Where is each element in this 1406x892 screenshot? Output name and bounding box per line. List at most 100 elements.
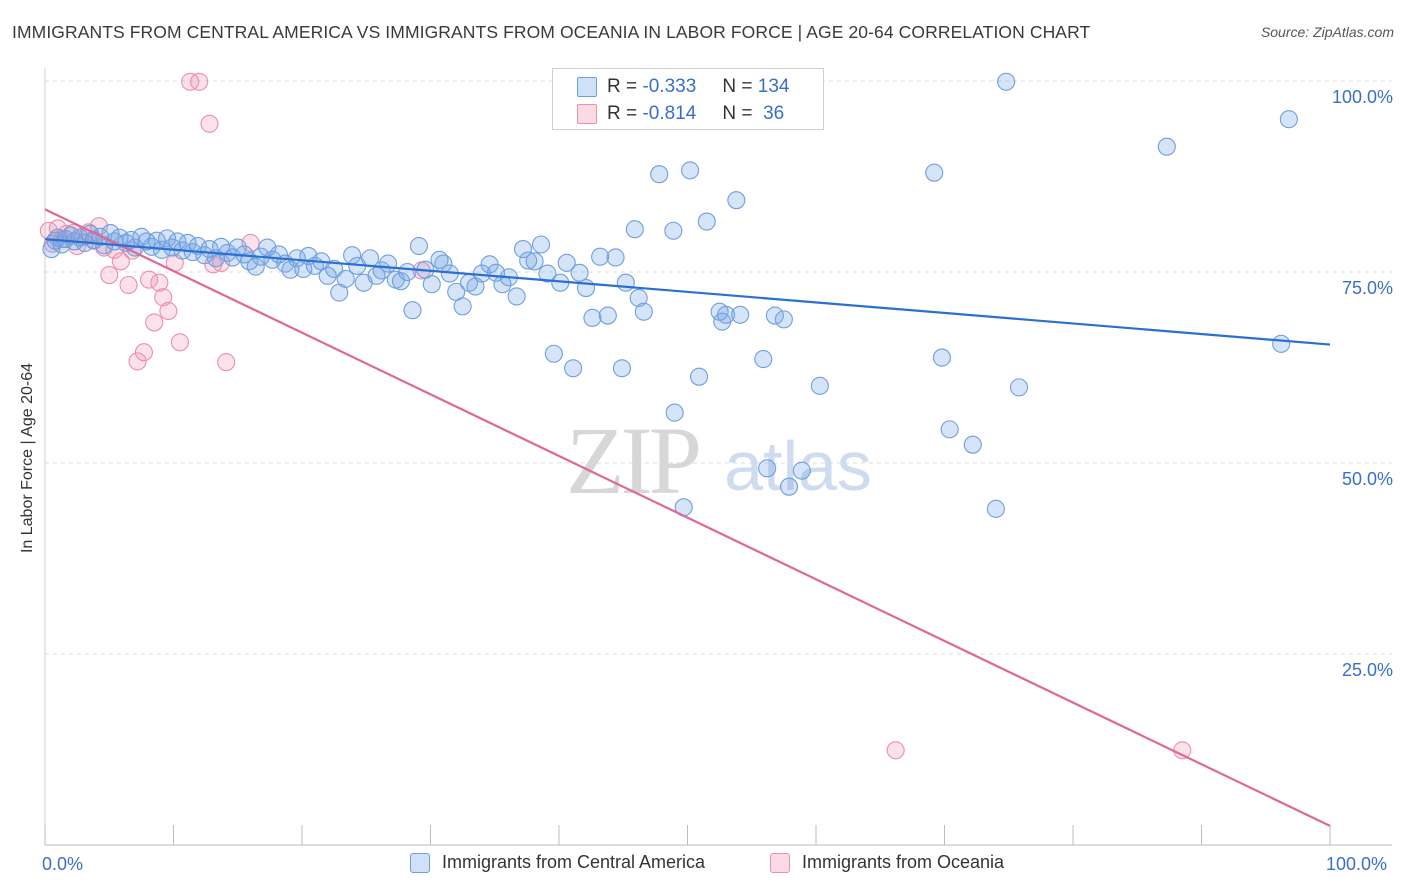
- central-america-point: [246, 257, 265, 276]
- central-america-point: [932, 348, 951, 367]
- central-america-point: [519, 251, 538, 270]
- central-america-point: [629, 288, 648, 308]
- trend-lines: [44, 208, 1331, 827]
- central-america-point: [779, 477, 799, 496]
- central-america-point: [697, 212, 716, 231]
- central-america-point: [754, 350, 773, 369]
- r-value: -0.814: [642, 103, 697, 124]
- central-america-point: [1157, 137, 1176, 156]
- central-america-point: [1009, 378, 1029, 397]
- central-america-point: [612, 359, 632, 378]
- oceania-point: [111, 252, 130, 271]
- central-america-point: [591, 247, 610, 266]
- central-america-point: [1279, 110, 1298, 129]
- central-america-point: [281, 260, 300, 279]
- central-america-point: [634, 302, 653, 321]
- oceania-point: [886, 741, 905, 760]
- y-tick-label: 25.0%: [1342, 660, 1393, 680]
- y-tick-label: 75.0%: [1342, 278, 1393, 298]
- x-tick-label-max: 100.0%: [1326, 854, 1388, 874]
- oceania-point: [145, 313, 164, 332]
- legend-label: Immigrants from Oceania: [802, 852, 1005, 872]
- n-value: 134: [757, 76, 790, 97]
- series-legend: Immigrants from Central America Immigran…: [0, 852, 1406, 876]
- stats-legend-row-oceania: R = -0.814 N = 36: [577, 102, 784, 126]
- watermark-zip: ZIP: [566, 407, 699, 514]
- chart-title: IMMIGRANTS FROM CENTRAL AMERICA VS IMMIG…: [12, 22, 1091, 42]
- legend-item-central-america[interactable]: Immigrants from Central America: [410, 852, 705, 873]
- central-america-point: [986, 499, 1005, 518]
- n-label: N =: [722, 76, 753, 97]
- axes: [44, 68, 1392, 846]
- y-tick-label: 50.0%: [1342, 469, 1393, 489]
- oceania-point: [134, 343, 153, 362]
- central-america-point: [727, 191, 746, 210]
- central-america-point: [564, 359, 583, 378]
- oceania-point: [170, 333, 189, 352]
- central-america-point: [925, 163, 944, 182]
- watermark: ZIP atlas: [566, 407, 872, 514]
- central-america-point: [398, 262, 417, 282]
- central-america-point: [731, 305, 750, 324]
- central-america-point: [616, 273, 635, 292]
- central-america-point: [531, 235, 551, 254]
- oceania-points: [39, 72, 1192, 760]
- n-value: 36: [763, 103, 785, 124]
- central-america-point: [513, 240, 533, 259]
- central-america-point: [583, 308, 602, 327]
- central-america-point: [403, 301, 422, 320]
- central-america-point: [507, 287, 526, 306]
- y-axis-label: In Labor Force | Age 20-64: [19, 362, 36, 554]
- central-america-point: [570, 263, 589, 282]
- central-america-point: [997, 72, 1016, 91]
- central-america-point: [137, 232, 156, 251]
- blue-swatch: [410, 852, 430, 873]
- oceania-point: [200, 114, 219, 133]
- gridlines: [45, 80, 1392, 655]
- central-america-point: [792, 461, 811, 480]
- central-america-point: [453, 297, 472, 316]
- central-america-point: [422, 275, 441, 294]
- oceania-point: [150, 273, 169, 292]
- oceania-point: [154, 288, 173, 307]
- oceania-point: [159, 301, 178, 321]
- central-america-point: [379, 254, 398, 273]
- oceania-point: [119, 275, 138, 295]
- stats-legend: R = -0.333 N = 134 R = -0.814 N = 36: [552, 68, 824, 130]
- oceania-point: [128, 352, 147, 371]
- central-america-point: [774, 310, 793, 329]
- y-tick-labels: 25.0% 50.0% 75.0% 100.0%: [1332, 87, 1393, 680]
- r-value: -0.333: [642, 76, 697, 97]
- oceania-trend-line: [44, 208, 1331, 827]
- oceania-point: [140, 270, 159, 289]
- central-america-point: [650, 165, 669, 184]
- central-america-point: [625, 220, 644, 239]
- central-america-point: [158, 229, 177, 248]
- legend-item-oceania[interactable]: Immigrants from Oceania: [770, 852, 1004, 873]
- central-america-point: [598, 306, 617, 325]
- central-america-point: [664, 221, 683, 240]
- central-america-point: [391, 272, 410, 291]
- central-america-point: [716, 305, 736, 324]
- legend-label: Immigrants from Central America: [442, 852, 706, 872]
- source-label: Source: ZipAtlas.com: [1260, 24, 1394, 40]
- n-label: N =: [722, 103, 753, 124]
- y-tick-label: 100.0%: [1332, 87, 1393, 107]
- central-america-point: [765, 306, 784, 325]
- central-america-point: [318, 266, 337, 285]
- r-label: R =: [607, 76, 638, 97]
- central-america-point: [690, 367, 709, 386]
- r-label: R =: [607, 103, 638, 124]
- pink-swatch: [770, 852, 790, 873]
- central-america-point: [336, 269, 355, 288]
- central-america-point: [665, 403, 684, 422]
- central-america-point: [557, 253, 576, 272]
- central-america-point: [810, 376, 829, 395]
- oceania-point: [190, 72, 209, 91]
- oceania-point: [217, 353, 236, 372]
- central-america-point: [681, 161, 700, 180]
- blue-swatch: [577, 77, 597, 97]
- central-america-point: [940, 420, 959, 439]
- central-america-point: [963, 435, 982, 454]
